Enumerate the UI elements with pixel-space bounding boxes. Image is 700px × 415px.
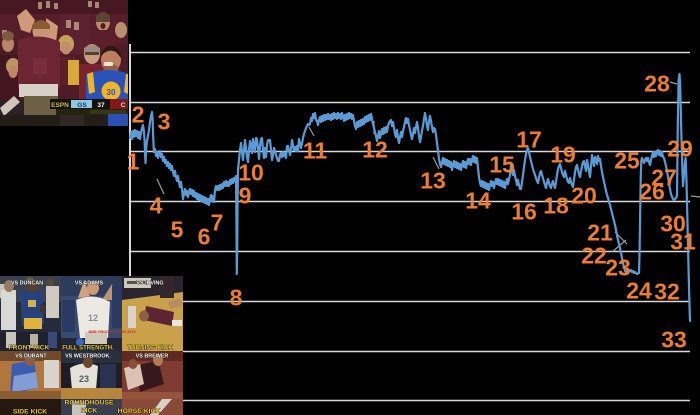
svg-text:FULL STRENGTH.: FULL STRENGTH. — [62, 346, 114, 352]
svg-text:KICK: KICK — [81, 408, 98, 415]
svg-text:VS DUNCAN: VS DUNCAN — [11, 280, 43, 286]
svg-text:HORSE KICK: HORSE KICK — [118, 408, 161, 415]
svg-text:30: 30 — [107, 88, 116, 97]
svg-text:VS WESTBROOK.: VS WESTBROOK. — [65, 354, 111, 360]
svg-text:TURNING KICK: TURNING KICK — [127, 345, 173, 352]
svg-text:23: 23 — [79, 374, 89, 384]
svg-text:GS: GS — [77, 102, 87, 109]
svg-text:VS BREWER: VS BREWER — [136, 354, 169, 360]
svg-text:ROUNDHOUSE: ROUNDHOUSE — [64, 400, 114, 407]
svg-text:ESPN: ESPN — [51, 102, 69, 109]
svg-text:BME PRODUCTIONS 2015: BME PRODUCTIONS 2015 — [88, 330, 135, 334]
svg-text:FRONT KICK: FRONT KICK — [9, 345, 50, 352]
svg-text:C: C — [121, 102, 126, 109]
svg-text:VS ADAMS: VS ADAMS — [75, 280, 104, 286]
svg-text:37: 37 — [97, 102, 105, 109]
svg-text:VS DURANT: VS DURANT — [15, 354, 47, 360]
svg-text:12: 12 — [88, 313, 98, 323]
svg-text:VS IRVING: VS IRVING — [136, 280, 163, 286]
svg-text:SIDE KICK: SIDE KICK — [13, 409, 47, 415]
